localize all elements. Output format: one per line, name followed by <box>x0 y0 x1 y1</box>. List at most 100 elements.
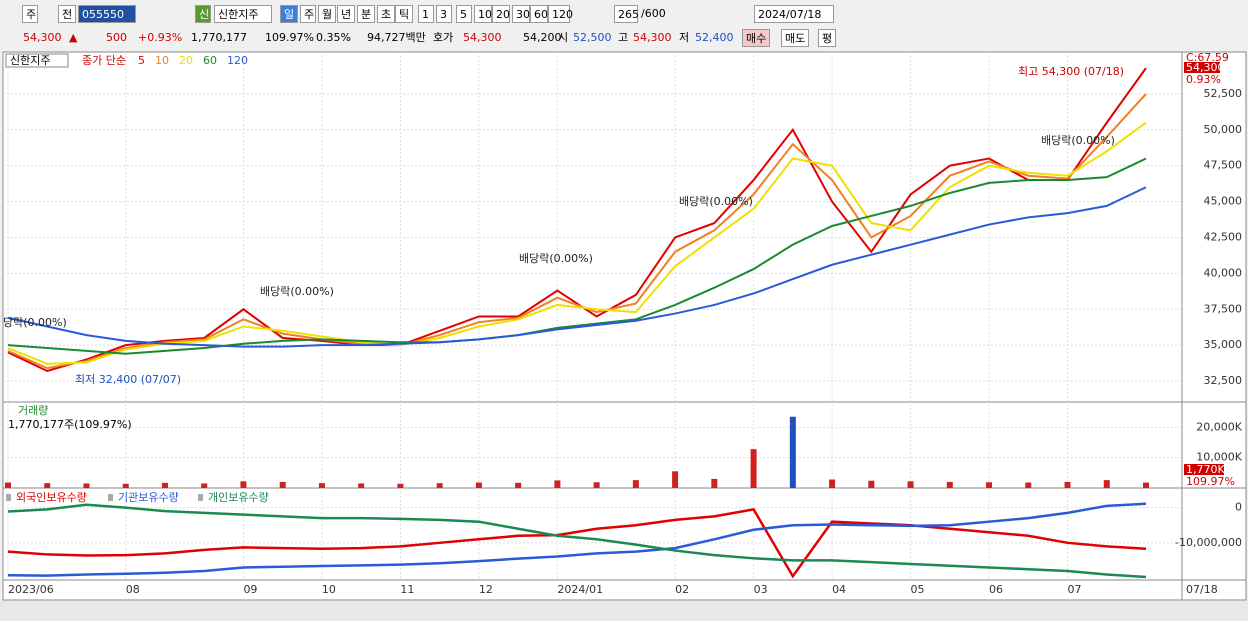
toolbar-item[interactable]: 년 <box>337 5 355 23</box>
series-line <box>7 502 1147 577</box>
panel-title: 거래량 <box>18 404 48 417</box>
quote-item: 저 <box>679 31 690 44</box>
y-tick-label: 42,500 <box>1204 230 1243 243</box>
toolbar-item[interactable]: 신 <box>195 5 211 23</box>
y-tick-label: 37,500 <box>1204 302 1243 315</box>
volume-bar <box>436 483 443 488</box>
volume-bar <box>986 482 993 488</box>
volume-bar <box>201 483 208 488</box>
annotation: 배당락(0.00%) <box>679 195 753 208</box>
legend-entry: 외국인보유수량 <box>16 491 87 504</box>
toolbar-item[interactable]: 주 <box>300 5 316 23</box>
quote-item: 고 <box>618 31 629 44</box>
quote-item: ▲ <box>69 31 78 44</box>
axis-tag: C:67.59 <box>1186 51 1229 64</box>
axis-tag: 1,770K <box>1186 463 1225 476</box>
x-tick-label: 09 <box>243 583 257 596</box>
toolbar-item[interactable]: 30 <box>512 5 530 23</box>
volume-bar <box>515 482 522 488</box>
quote-item: 시 <box>558 31 569 44</box>
toolbar-item[interactable]: 신한지주 <box>214 5 272 23</box>
toolbar-item[interactable]: 주 <box>22 5 38 23</box>
legend-box <box>5 53 69 68</box>
quote-item[interactable]: 매도 <box>781 29 810 47</box>
annotation: 최고 54,300 (07/18) <box>1018 65 1124 78</box>
toolbar-item[interactable]: 1 <box>418 5 434 23</box>
toolbar-item[interactable]: 2024/07/18 <box>754 5 834 23</box>
quote-item: 1,770,177 <box>191 31 247 44</box>
legend-entry: 개인보유수량 <box>208 491 269 504</box>
volume-bar <box>829 479 836 488</box>
legend-swatch <box>108 494 113 501</box>
toolbar-item[interactable]: 3 <box>436 5 452 23</box>
x-tick-label: 05 <box>911 583 925 596</box>
annotation: 최저 32,400 (07/07) <box>75 373 181 386</box>
x-tick-label: 11 <box>400 583 414 596</box>
volume-bar <box>868 480 875 488</box>
volume-bar <box>279 481 286 488</box>
volume-bar <box>318 483 325 488</box>
volume-bar <box>122 483 129 488</box>
y-tick-label: 35,000 <box>1204 338 1243 351</box>
quote-item: 94,727백만 <box>367 31 426 44</box>
price-tag-bg <box>1184 62 1220 73</box>
annotation: 배당락(0.00%) <box>519 252 593 265</box>
y-tick-label: 32,500 <box>1204 374 1243 387</box>
volume-bar <box>632 480 639 488</box>
axis-bg <box>1181 51 1247 601</box>
volume-bar <box>1025 482 1032 488</box>
y-tick-label: 0 <box>1235 501 1242 514</box>
volume-bar <box>397 483 404 488</box>
legend-entry: 20 <box>179 54 193 67</box>
volume-bar <box>1143 482 1149 488</box>
toolbar-item[interactable]: 일 <box>280 5 298 23</box>
volume-bar <box>44 483 51 488</box>
volume-bar <box>1103 480 1110 488</box>
volume-bar <box>946 481 953 488</box>
volume-bar <box>1064 481 1071 488</box>
toolbar-item[interactable]: 055550 <box>78 5 136 23</box>
toolbar-item[interactable]: 10 <box>474 5 492 23</box>
toolbar-item[interactable]: 120 <box>548 5 573 23</box>
quote-item: 52,400 <box>695 31 734 44</box>
quote-item[interactable]: 평 <box>818 29 837 47</box>
chart-title: 신한지주 <box>10 54 50 67</box>
quote-item: 109.97% <box>265 31 314 44</box>
volume-bar <box>789 416 796 488</box>
legend-label: 종가 단순 <box>82 54 126 67</box>
volume-bar <box>5 482 11 488</box>
toolbar-item[interactable]: 60 <box>530 5 548 23</box>
quote-item[interactable]: 매수 <box>742 29 771 47</box>
volume-bar <box>240 481 247 488</box>
series-line <box>7 67 1147 373</box>
x-tick-label: 07 <box>1068 583 1082 596</box>
toolbar-item[interactable]: 265 <box>614 5 639 23</box>
scroll-bg <box>0 601 1248 621</box>
x-tick-label: 2024/01 <box>557 583 603 596</box>
legend-swatch <box>198 494 203 501</box>
series-line <box>7 121 1147 365</box>
legend-entry: 60 <box>203 54 217 67</box>
legend-swatch <box>6 494 11 501</box>
series-line <box>7 157 1147 355</box>
toolbar-item[interactable]: 분 <box>357 5 375 23</box>
quote-item: 54,300 <box>23 31 62 44</box>
toolbar-item[interactable]: 틱 <box>395 5 413 23</box>
y-tick-label: 10,000K <box>1196 451 1242 464</box>
toolbar-item[interactable]: 5 <box>456 5 472 23</box>
volume-bar <box>907 481 914 488</box>
toolbar-item[interactable]: 20 <box>492 5 510 23</box>
quote-item: 54,200 <box>523 31 562 44</box>
toolbar-item[interactable]: 월 <box>318 5 336 23</box>
x-tick-label: 12 <box>479 583 493 596</box>
x-end-label: 07/18 <box>1186 583 1218 596</box>
toolbar-item[interactable]: 초 <box>377 5 395 23</box>
vol-tag-bg <box>1184 464 1224 475</box>
toolbar-item: /600 <box>641 7 666 20</box>
volume-bar <box>672 471 679 488</box>
series-line <box>7 186 1147 348</box>
series-line <box>7 503 1147 579</box>
volume-bar <box>750 449 757 488</box>
toolbar-item[interactable]: 전 <box>58 5 76 23</box>
